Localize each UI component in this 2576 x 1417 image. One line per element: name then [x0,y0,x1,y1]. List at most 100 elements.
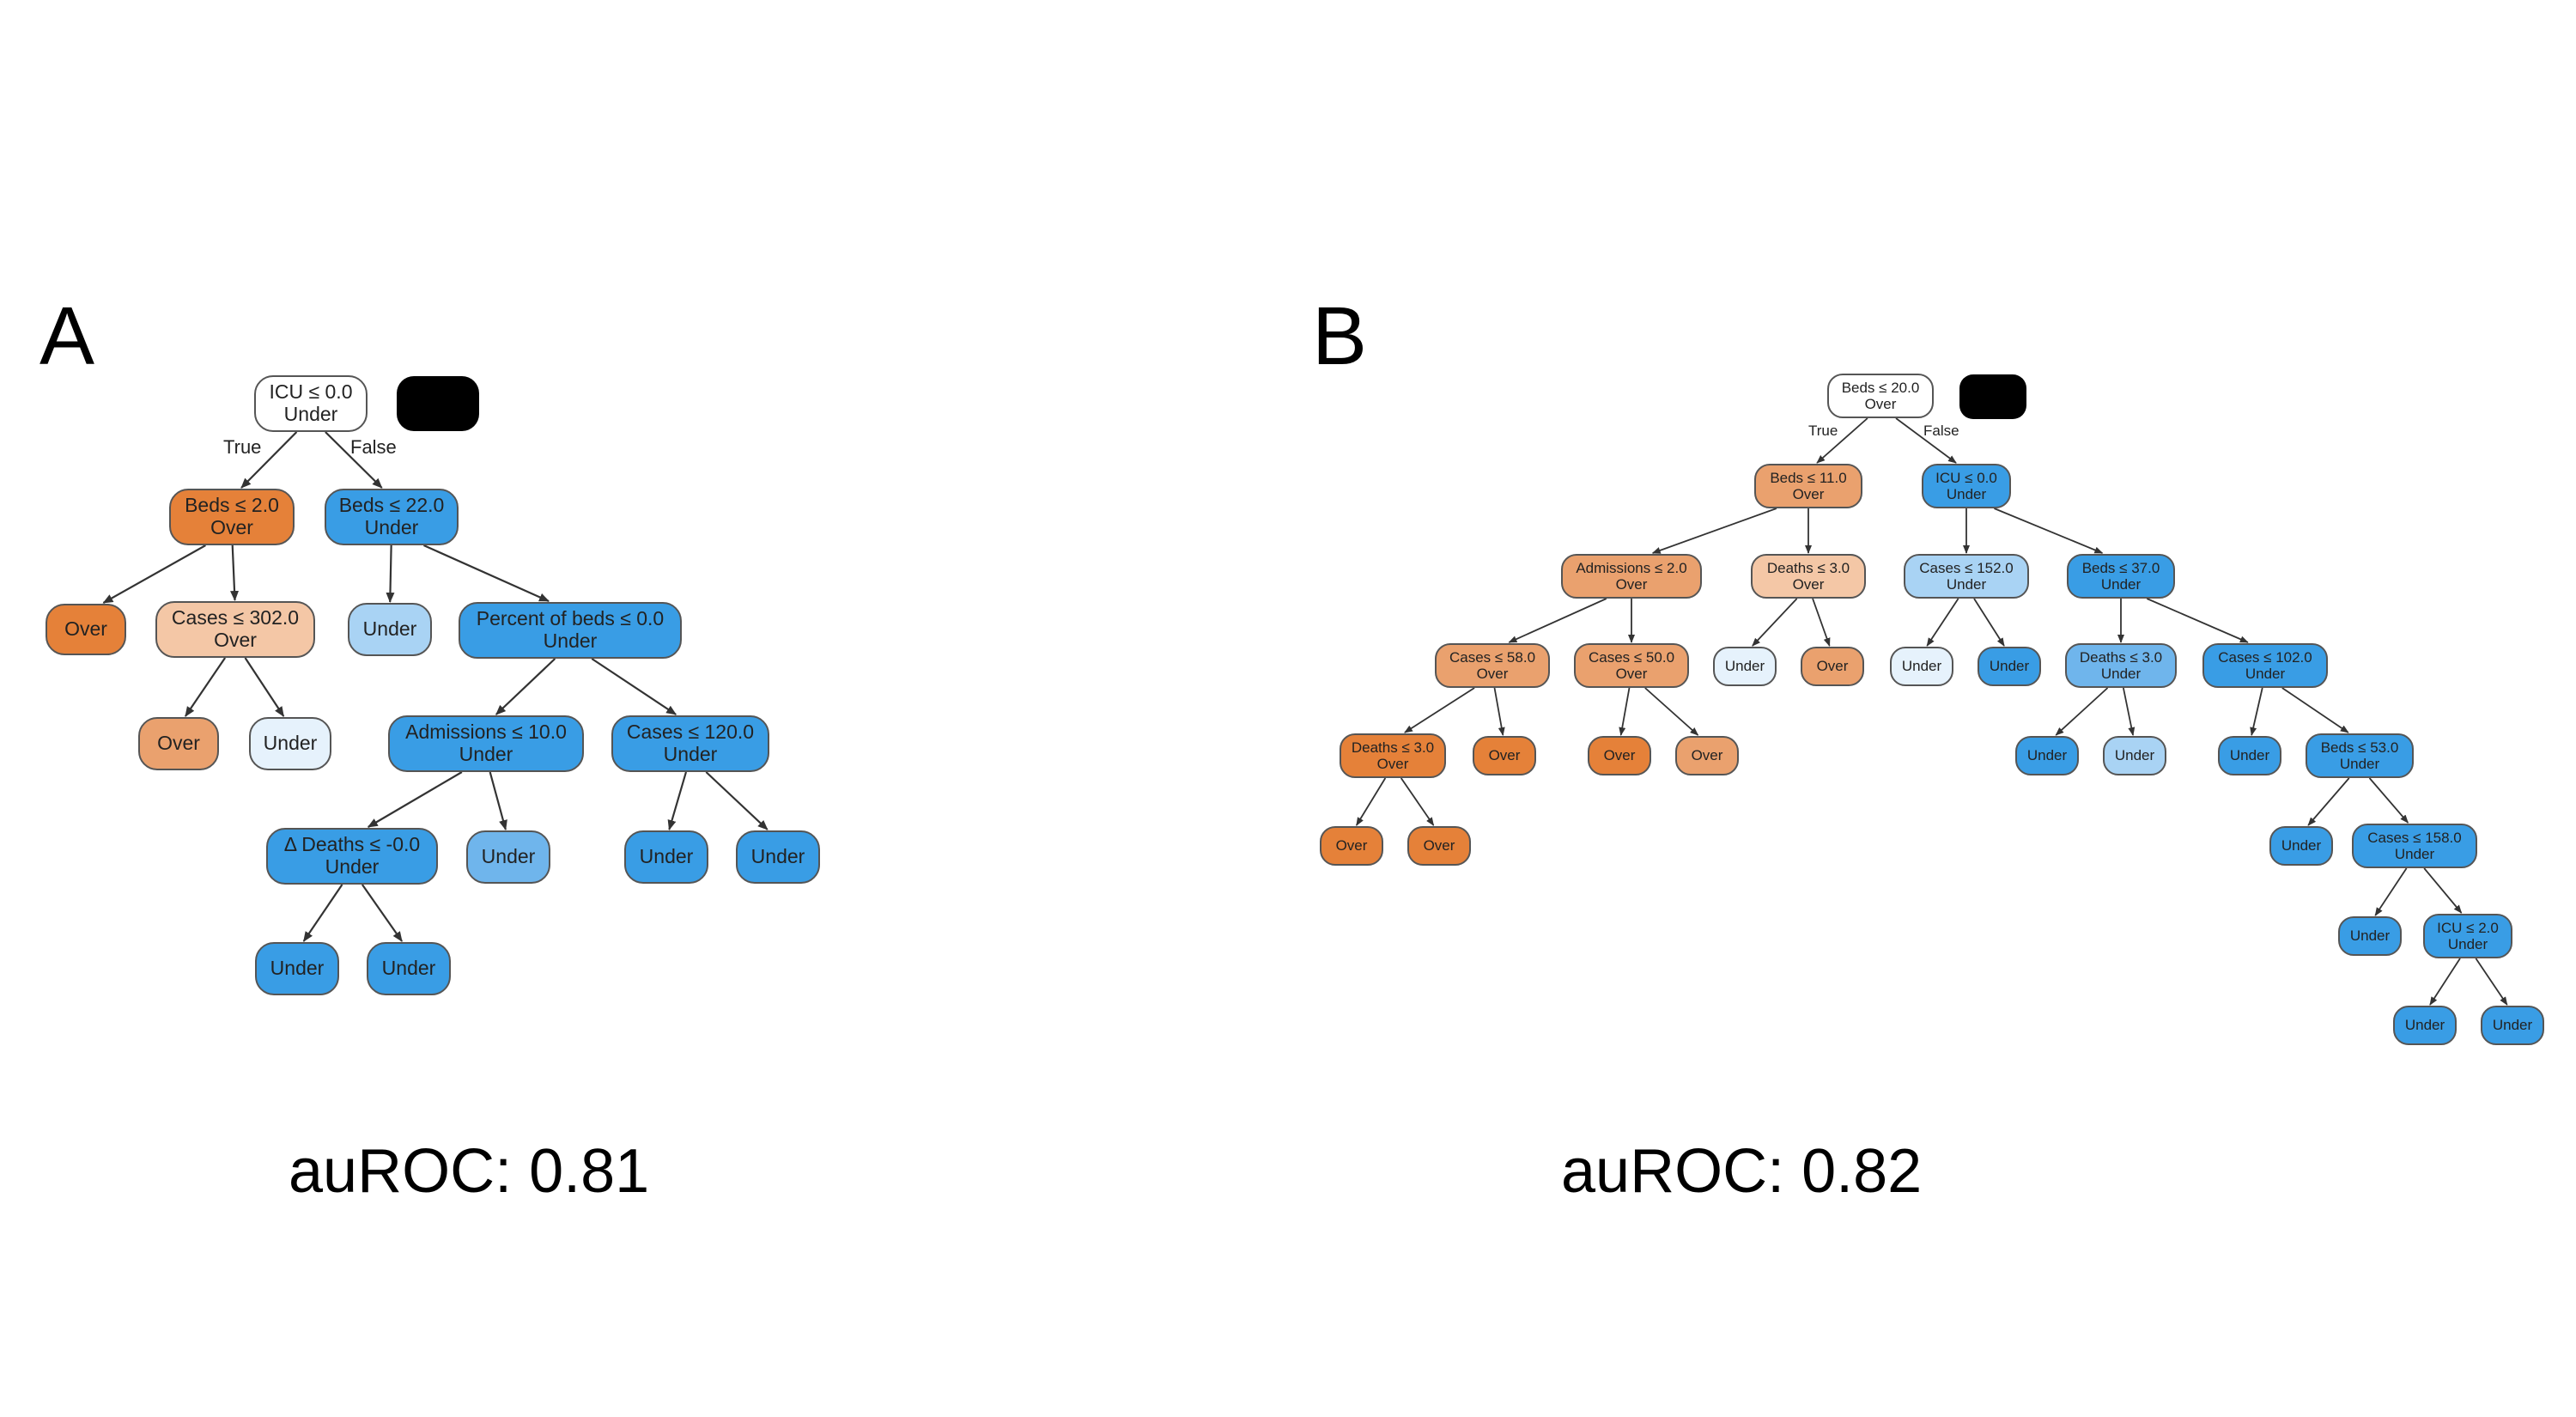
panel-b-node-over: Over [1407,826,1471,866]
panel-b-node-over: Over [1588,736,1651,775]
panel-b-node-cases-152-0: Cases ≤ 152.0 Under [1904,554,2029,599]
node-class-label: Under [639,845,694,868]
panel-b-node-under: Under [2269,826,2333,866]
node-class-label: Under [362,617,417,641]
node-class-label: Under [1946,486,1987,502]
panel-a-node-under: Under [255,942,339,995]
node-class-label: Under [663,743,718,765]
node-class-label: Under [2114,747,2155,764]
tree-edge-arrow [2368,777,2409,824]
panel-b-node-beds-11-0: Beds ≤ 11.0 Over [1754,464,1862,508]
node-split-rule: Cases ≤ 152.0 [1919,559,2014,576]
panel-a-redaction-box [397,376,479,431]
node-split-rule: Deaths ≤ 3.0 [1766,559,1850,576]
node-class-label: Over [64,617,107,641]
tree-edge-arrow [2307,777,2350,826]
node-class-label: Under [2349,927,2391,945]
panel-a-node-beds-22-0: Beds ≤ 22.0 Under [325,489,459,545]
panel-b-node-under: Under [1978,647,2041,686]
tree-edge-arrow [489,771,507,830]
node-split-rule: Percent of beds ≤ 0.0 [476,607,665,630]
node-class-label: Under [2492,1017,2533,1034]
node-class-label: Over [210,516,253,538]
node-class-label: Over [1691,747,1723,764]
node-class-label: Over [214,629,257,651]
node-class-label: Over [1603,747,1636,764]
tree-edge-arrow [1895,417,1957,464]
node-class-label: Over [1816,658,1849,675]
panel-b-node-cases-158-0: Cases ≤ 158.0 Under [2352,824,2477,868]
panel-b-true-label: True [1808,423,1838,439]
node-class-label: Under [2404,1017,2445,1034]
node-class-label: Over [1792,576,1825,593]
node-split-rule: Admissions ≤ 10.0 [405,721,567,744]
tree-edge-arrow [386,544,395,603]
panel-b-node-beds-37-0: Beds ≤ 37.0 Under [2067,554,2175,599]
panel-b-node-beds-53-0: Beds ≤ 53.0 Under [2306,733,2414,778]
node-class-label: Under [381,957,436,980]
panel-b-node-over: Over [1473,736,1536,775]
tree-edge-arrow [1644,687,1699,736]
node-class-label: Over [157,732,200,755]
tree-edge-arrow [1812,598,1831,647]
tree-edge-arrow [240,431,298,489]
panel-b-node-deaths-3-0: Deaths ≤ 3.0 Over [1751,554,1866,599]
node-class-label: Under [2245,666,2286,682]
node-split-rule: ICU ≤ 0.0 [269,380,353,404]
node-class-label: Under [481,845,536,868]
tree-edge-arrow [2281,687,2349,733]
panel-b-node-cases-58-0: Cases ≤ 58.0 Over [1435,643,1550,688]
node-class-label: Under [2281,837,2322,854]
tree-edge-arrow [667,771,688,830]
node-class-label: Under [459,743,513,765]
panel-b-node-beds-20-0: Beds ≤ 20.0 Over [1827,374,1934,418]
node-class-label: Over [1792,486,1825,502]
node-split-rule: Beds ≤ 11.0 [1770,469,1847,486]
panel-b-node-under: Under [2218,736,2281,775]
node-split-rule: Cases ≤ 120.0 [626,721,755,744]
node-class-label: Under [283,403,338,425]
panel-b-node-admissions-2-0: Admissions ≤ 2.0 Over [1561,554,1702,599]
node-class-label: Under [270,957,325,980]
panel-a-node-deaths-0-0: Δ Deaths ≤ -0.0 Under [266,828,438,885]
panel-b-node-over: Over [1320,826,1383,866]
node-class-label: Under [1946,576,1987,593]
node-class-label: Under [2100,576,2142,593]
panel-a-node-percent-of-beds-0-0: Percent of beds ≤ 0.0 Under [459,602,682,659]
node-split-rule: Deaths ≤ 3.0 [2079,648,2163,666]
tree-edge-arrow [302,884,343,942]
node-class-label: Under [1901,658,1942,675]
node-class-label: Under [2447,936,2488,952]
node-class-label: Over [1615,666,1648,682]
tree-edge-arrow [591,658,677,715]
tree-edge-arrow [2250,687,2263,736]
panel-a-auroc: auROC: 0.81 [289,1137,650,1206]
panel-a-node-cases-302-0: Cases ≤ 302.0 Over [155,601,315,658]
panel-b-false-label: False [1923,423,1959,439]
node-class-label: Under [2394,846,2435,862]
panel-a-node-under: Under [624,830,708,884]
node-class-label: Over [1615,576,1648,593]
node-split-rule: Cases ≤ 50.0 [1588,648,1675,666]
node-split-rule: Cases ≤ 302.0 [171,606,300,629]
panel-a-node-under: Under [736,830,820,884]
tree-edge-arrow [1619,687,1631,736]
panel-a-node-admissions-10-0: Admissions ≤ 10.0 Under [388,715,584,772]
node-class-label: Under [543,629,598,652]
tree-edge-arrow [2055,687,2109,736]
node-split-rule: Beds ≤ 20.0 [1841,379,1920,396]
panel-a-node-beds-2-0: Beds ≤ 2.0 Over [169,489,295,545]
panel-b-node-over: Over [1675,736,1739,775]
node-class-label: Under [1989,658,2030,675]
node-class-label: Under [325,855,380,878]
panel-a-node-under: Under [466,830,550,884]
node-split-rule: ICU ≤ 0.0 [1935,469,1997,486]
tree-edge-arrow [2429,958,2461,1006]
node-split-rule: Δ Deaths ≤ -0.0 [283,833,421,856]
tree-edge-arrow [2475,958,2508,1006]
node-split-rule: Cases ≤ 102.0 [2218,648,2312,666]
tree-edge-arrow [102,544,206,604]
tree-edge-arrow [705,771,769,830]
